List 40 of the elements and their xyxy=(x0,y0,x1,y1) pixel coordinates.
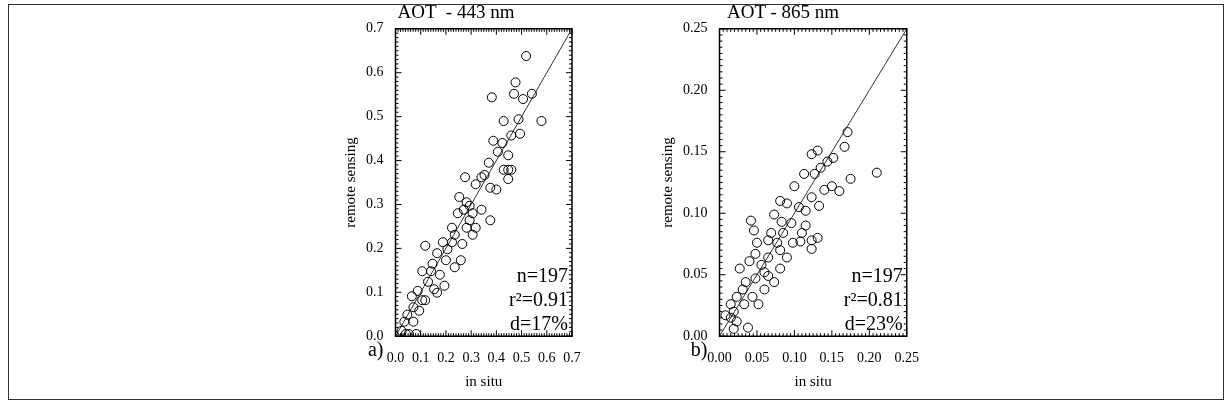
annotation: r²=0.91 xyxy=(509,288,568,311)
x-tick-label: 0.05 xyxy=(744,350,770,366)
y-tick-label: 0.25 xyxy=(683,20,708,36)
y-tick-label: 0.2 xyxy=(366,240,384,256)
y-tick-label: 0.6 xyxy=(366,64,384,80)
x-tick-label: 0.25 xyxy=(894,350,919,366)
x-tick-label: 0.6 xyxy=(538,350,556,366)
x-tick-label: 0.3 xyxy=(462,350,480,366)
annotation: d=23% xyxy=(844,312,903,335)
y-tick-label: 0.4 xyxy=(366,152,384,168)
y-axis-title: remote sensing xyxy=(658,136,675,228)
x-tick-label: 0.00 xyxy=(707,350,732,366)
annotation: r²=0.81 xyxy=(843,288,903,311)
x-tick-label: 0.4 xyxy=(487,350,506,366)
chart-title: AOT - 443 nm xyxy=(397,1,515,23)
y-axis-title: remote sensing xyxy=(341,136,358,228)
annotation: d=17% xyxy=(510,312,568,335)
annotation: n=197 xyxy=(851,264,903,287)
y-tick-label: 0.7 xyxy=(366,20,384,36)
x-tick-label: 0.2 xyxy=(437,350,455,366)
x-tick-label: 0.10 xyxy=(782,350,807,366)
y-tick-label: 0.0 xyxy=(366,327,384,343)
y-tick-label: 0.10 xyxy=(683,204,708,220)
x-tick-label: 0.20 xyxy=(857,350,882,366)
y-tick-label: 0.15 xyxy=(683,143,708,159)
y-tick-label: 0.3 xyxy=(366,196,384,212)
y-tick-label: 0.5 xyxy=(366,108,384,124)
x-tick-label: 0.5 xyxy=(512,350,531,366)
y-tick-label: 0.20 xyxy=(683,81,708,97)
y-tick-label: 0.1 xyxy=(366,283,384,299)
x-axis-title: in situ xyxy=(794,372,833,389)
x-tick-label: 0.7 xyxy=(563,350,581,366)
x-tick-label: 0.1 xyxy=(411,350,430,366)
x-tick-label: 0.0 xyxy=(386,350,405,366)
annotation: n=197 xyxy=(516,264,568,287)
chart-title: AOT - 865 nm xyxy=(726,1,840,23)
x-axis-title: in situ xyxy=(465,372,503,389)
y-tick-label: 0.00 xyxy=(683,327,708,343)
y-tick-label: 0.05 xyxy=(683,266,708,282)
x-tick-label: 0.15 xyxy=(819,350,845,366)
